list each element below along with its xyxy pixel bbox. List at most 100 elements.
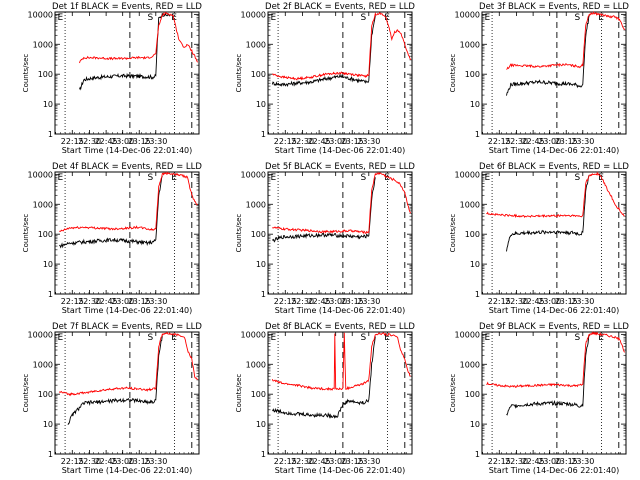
y-tick-label: 1 [261,290,266,299]
series-events-line [506,334,590,416]
event-marker-label: E [384,173,390,183]
y-tick-label: 1 [48,130,53,139]
y-tick-label: 10000 [241,10,266,19]
event-marker-label: E [270,13,276,23]
x-tick-label: 23:00 [538,297,561,306]
event-marker-label: S [360,173,366,183]
panel-det-8: Det 8f BLACK = Events, RED = LLD 1 10 100 10… [235,322,415,475]
y-tick-label: 1000 [246,40,266,49]
x-axis-title: Start Time (14-Dec-06 22:01:40) [489,146,620,155]
panel-det-7: Det 7f BLACK = Events, RED = LLD 1 10 100 10… [22,322,202,475]
x-tick-label: 22:15 [274,137,297,146]
x-tick-label: 23:30 [571,297,594,306]
event-marker-label: E [171,173,177,183]
y-axis-title: Counts/sec [235,374,243,413]
panel-title: Det 7f BLACK = Events, RED = LLD [52,322,202,332]
event-marker-label: E [484,13,490,23]
x-tick-label: 22:45 [95,457,118,466]
panel-det-2: Det 2f BLACK = Events, RED = LLD 1 10 100 10… [235,2,415,155]
x-axis-title: Start Time (14-Dec-06 22:01:40) [62,146,193,155]
y-axis-title: Counts/sec [449,374,457,413]
panel-title: Det 3f BLACK = Events, RED = LLD [479,2,629,12]
x-tick-label: 22:30 [291,297,314,306]
panel-title: Det 1f BLACK = Events, RED = LLD [52,2,202,12]
panel-title: Det 9f BLACK = Events, RED = LLD [479,322,629,332]
x-tick-label: 23:15 [128,297,151,306]
y-axis-title: Counts/sec [235,214,243,253]
x-tick-label: 23:30 [144,137,167,146]
x-tick-label: 22:30 [78,297,101,306]
series-events-line [506,174,590,252]
x-tick-label: 22:15 [488,137,511,146]
y-tick-label: 1000 [33,360,53,369]
y-axis-title: Counts/sec [22,374,30,413]
y-axis-title: Counts/sec [22,54,30,93]
x-tick-label: 22:45 [95,297,118,306]
panel-det-5: Det 5f BLACK = Events, RED = LLD 1 10 100 10… [235,162,415,315]
event-marker-label: E [270,173,276,183]
y-tick-label: 10000 [455,330,480,339]
x-tick-label: 22:30 [505,457,528,466]
series-lld-line [486,331,625,389]
y-tick-label: 100 [251,230,266,239]
x-tick-label: 23:15 [128,457,151,466]
x-tick-label: 22:45 [95,137,118,146]
x-tick-label: 23:15 [341,297,364,306]
x-tick-label: 22:30 [291,457,314,466]
y-tick-label: 10000 [28,170,53,179]
event-marker-label: S [360,333,366,343]
x-tick-label: 22:15 [274,297,297,306]
x-tick-label: 23:15 [555,457,578,466]
y-tick-label: 1 [475,130,480,139]
series-lld-line [506,11,625,70]
x-tick-label: 22:15 [488,457,511,466]
x-tick-label: 23:30 [144,457,167,466]
series-events-line [59,175,163,249]
y-tick-label: 10000 [455,10,480,19]
event-marker-label: S [574,333,580,343]
x-tick-label: 23:00 [538,457,561,466]
x-tick-label: 22:15 [61,457,84,466]
y-tick-label: 100 [38,390,53,399]
event-marker-label: E [484,333,490,343]
series-lld-line [272,171,412,235]
x-axis-title: Start Time (14-Dec-06 22:01:40) [62,306,193,315]
y-tick-label: 100 [251,70,266,79]
y-axis-title: Counts/sec [22,214,30,253]
y-tick-label: 10 [256,420,266,429]
x-axis-title: Start Time (14-Dec-06 22:01:40) [62,466,193,475]
x-tick-label: 23:00 [111,137,134,146]
y-tick-label: 10 [43,100,53,109]
y-tick-label: 10 [43,420,53,429]
y-tick-label: 100 [251,390,266,399]
y-tick-label: 1 [48,290,53,299]
x-tick-label: 23:15 [128,137,151,146]
x-axis-title: Start Time (14-Dec-06 22:01:40) [489,466,620,475]
x-tick-label: 22:45 [522,457,545,466]
y-tick-label: 10000 [455,170,480,179]
y-tick-label: 1000 [246,360,266,369]
x-tick-label: 23:15 [341,457,364,466]
y-tick-label: 100 [38,70,53,79]
event-marker-label: E [270,333,276,343]
y-tick-label: 100 [465,230,480,239]
x-tick-label: 22:30 [291,137,314,146]
y-tick-label: 1000 [246,200,266,209]
x-tick-label: 22:15 [61,297,84,306]
x-tick-label: 22:15 [488,297,511,306]
y-tick-label: 10000 [28,10,53,19]
y-axis-title: Counts/sec [449,54,457,93]
y-tick-label: 10000 [28,330,53,339]
panel-title: Det 8f BLACK = Events, RED = LLD [265,322,415,332]
event-marker-label: E [384,333,390,343]
x-tick-label: 23:15 [555,137,578,146]
x-tick-label: 23:30 [571,457,594,466]
event-marker-label: E [171,13,177,23]
plot-frame [54,331,200,455]
y-tick-label: 10 [470,260,480,269]
x-tick-label: 23:30 [357,457,380,466]
y-tick-label: 1000 [460,40,480,49]
y-tick-label: 10 [256,260,266,269]
x-axis-title: Start Time (14-Dec-06 22:01:40) [275,146,406,155]
event-marker-label: E [57,13,63,23]
